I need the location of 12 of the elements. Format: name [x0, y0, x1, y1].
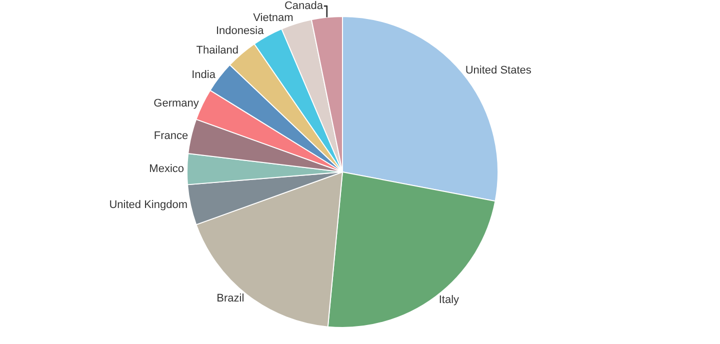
slice-label: Canada [284, 0, 324, 12]
slice-label: Vietnam [253, 12, 294, 24]
slice-label: Indonesia [216, 25, 265, 38]
slice-label: Brazil [216, 292, 244, 305]
slice-label: India [192, 68, 216, 81]
slice-label: United States [465, 64, 532, 76]
slice-label: Germany [154, 97, 200, 110]
slice-label: France [154, 130, 188, 142]
slice-label: Mexico [149, 163, 184, 176]
slice-label: Italy [438, 294, 460, 306]
slice-label: Thailand [196, 44, 238, 56]
slice-label: United Kingdom [109, 199, 188, 212]
